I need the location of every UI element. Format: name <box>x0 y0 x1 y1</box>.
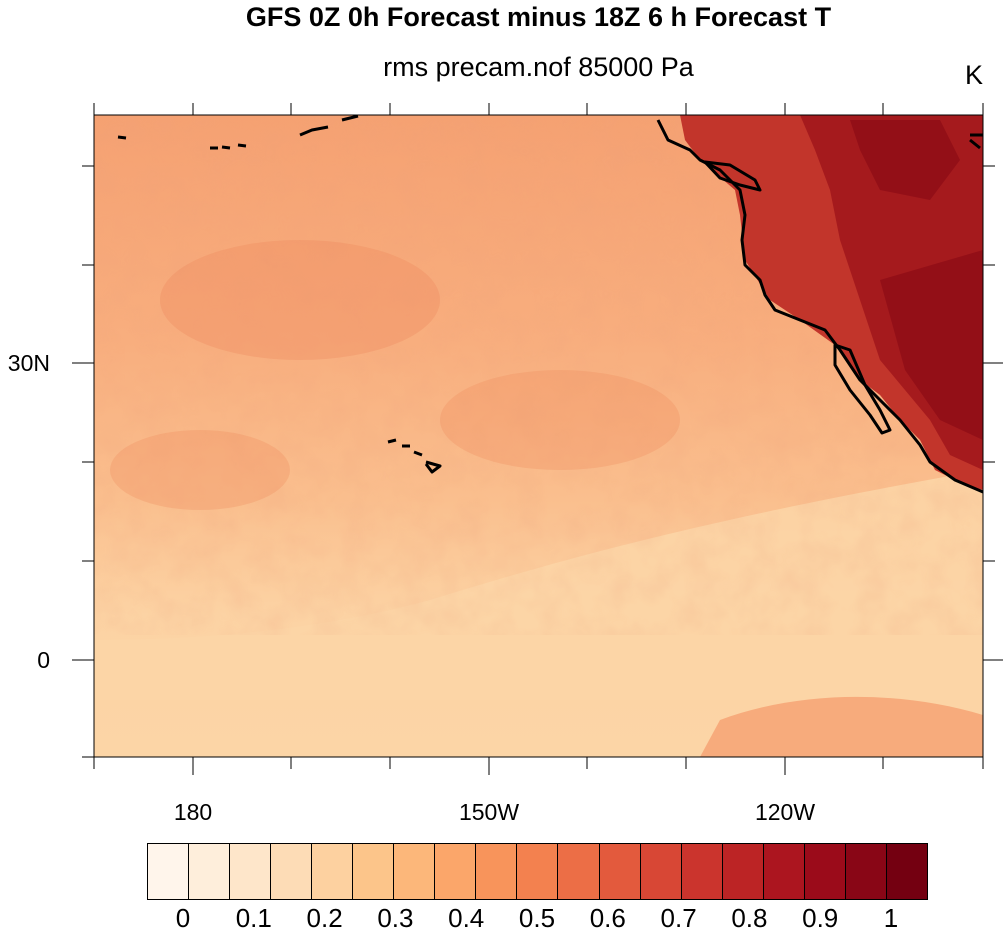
plot-frame <box>93 114 984 758</box>
colorbar-label: 0.4 <box>448 903 485 933</box>
colorbar-swatch <box>353 844 395 899</box>
colorbar-swatch <box>886 844 927 899</box>
field-blob <box>110 430 290 510</box>
plot-subtitle: rms precam.nof 85000 Pa <box>383 52 694 82</box>
colorbar-swatch <box>517 844 559 899</box>
units-label: K <box>964 60 983 90</box>
field-blob <box>160 240 440 360</box>
colorbar-swatch <box>558 844 600 899</box>
colorbar-label: 0.5 <box>518 903 556 933</box>
tick-marks <box>72 103 1003 775</box>
field-blob <box>440 370 680 470</box>
colorbar-label: 0.9 <box>802 903 839 933</box>
x-tick-label-150w: 150W <box>458 799 520 825</box>
colorbar-label: 0 <box>175 903 191 933</box>
y-tick-label-0: 0 <box>37 647 50 673</box>
plot-title: GFS 0Z 0h Forecast minus 18Z 6 h Forecas… <box>245 2 832 32</box>
coastlines <box>117 114 984 494</box>
colorbar-label: 0.1 <box>235 903 272 933</box>
colorbar-swatch <box>230 844 272 899</box>
colorbar-swatch <box>804 844 846 899</box>
colorbar-swatch <box>845 844 887 899</box>
colorbar-swatch <box>394 844 436 899</box>
colorbar-swatch <box>271 844 313 899</box>
colorbar-label: 0.6 <box>589 903 626 933</box>
colorbar-label: 0.3 <box>377 903 414 933</box>
colorbar-swatch <box>148 844 190 899</box>
field-equator-patch <box>700 696 983 757</box>
colorbar-swatch <box>476 844 518 899</box>
y-tick-label-30n: 30N <box>7 350 50 376</box>
x-tick-label-120w: 120W <box>754 799 816 825</box>
colorbar <box>147 843 928 900</box>
colorbar-swatch <box>435 844 477 899</box>
x-tick-label-180: 180 <box>173 799 213 825</box>
colorbar-label: 0.8 <box>731 903 768 933</box>
colorbar-swatch <box>312 844 354 899</box>
colorbar-label: 0.2 <box>306 903 343 933</box>
colorbar-swatch <box>722 844 764 899</box>
colorbar-label: 1 <box>883 903 899 933</box>
colorbar-swatch <box>681 844 723 899</box>
colorbar-swatch <box>640 844 682 899</box>
colorbar-swatch <box>189 844 231 899</box>
colorbar-swatch <box>763 844 805 899</box>
colorbar-label: 0.7 <box>660 903 697 933</box>
colorbar-swatch <box>599 844 641 899</box>
